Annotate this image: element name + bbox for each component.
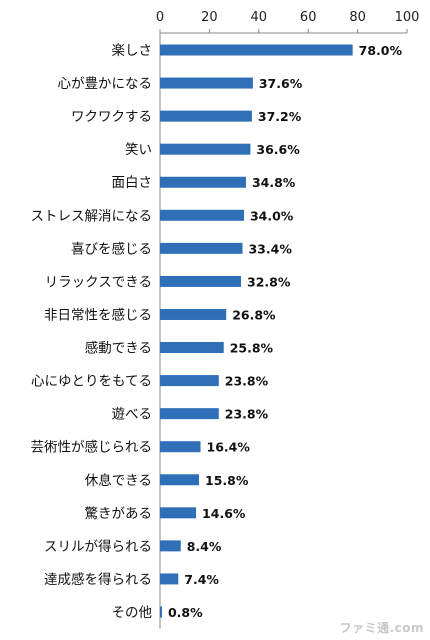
- category-label: スリルが得られる: [44, 538, 152, 555]
- bar: [160, 342, 224, 354]
- category-label: その他: [112, 605, 153, 621]
- x-tick-label: 100: [395, 10, 420, 25]
- data-label: 34.0%: [250, 208, 294, 223]
- x-tick-label: 40: [251, 10, 268, 25]
- category-label: 休息できる: [85, 472, 152, 489]
- category-label: 非日常性を感じる: [44, 306, 152, 323]
- category-label: ストレス解消になる: [31, 208, 153, 224]
- category-label: 驚きがある: [85, 505, 153, 522]
- bar: [160, 573, 179, 585]
- category-label: 喜びを感じる: [71, 240, 152, 257]
- data-label: 36.6%: [256, 142, 300, 157]
- bar: [160, 77, 253, 89]
- data-label: 23.8%: [225, 374, 269, 389]
- bar: [160, 474, 200, 486]
- bar: [160, 44, 353, 56]
- data-label: 0.8%: [168, 605, 203, 620]
- bar: [160, 110, 252, 122]
- bar: [160, 507, 197, 519]
- watermark-logo: ファミ通.com: [339, 621, 424, 635]
- x-tick-label: 20: [201, 10, 218, 25]
- data-label: 25.8%: [230, 341, 274, 356]
- category-label: 心にゆとりをもてる: [31, 374, 152, 390]
- category-label: 遊べる: [112, 407, 153, 423]
- bar: [160, 209, 244, 221]
- data-label: 8.4%: [187, 539, 222, 554]
- category-label: 楽しさ: [112, 43, 153, 59]
- data-label: 15.8%: [205, 473, 249, 488]
- bar: [160, 606, 162, 618]
- bar: [160, 176, 246, 188]
- data-label: 7.4%: [184, 572, 219, 587]
- category-label: 達成感を得られる: [44, 571, 152, 588]
- bar: [160, 408, 219, 420]
- bar: [160, 308, 227, 320]
- data-label: 37.6%: [259, 76, 303, 91]
- data-label: 78.0%: [359, 43, 403, 58]
- bar: [160, 242, 243, 254]
- x-tick-label: 60: [300, 10, 317, 25]
- category-label: 芸術性が感じられる: [31, 439, 153, 456]
- data-label: 14.6%: [202, 506, 246, 521]
- data-label: 37.2%: [258, 109, 302, 124]
- bar: [160, 441, 201, 453]
- bar: [160, 143, 251, 155]
- data-label: 32.8%: [247, 274, 291, 289]
- category-label: 心が豊かになる: [58, 76, 153, 92]
- data-label: 34.8%: [252, 175, 296, 190]
- x-tick-label: 0: [156, 10, 164, 25]
- data-label: 26.8%: [232, 307, 276, 322]
- category-label: 感動できる: [85, 340, 152, 357]
- data-label: 33.4%: [248, 241, 292, 256]
- data-label: 16.4%: [207, 440, 251, 455]
- category-label: 面白さ: [112, 175, 153, 191]
- bar: [160, 375, 219, 387]
- data-label: 23.8%: [225, 407, 269, 422]
- x-tick-label: 80: [349, 10, 366, 25]
- category-label: 笑い: [125, 142, 152, 158]
- bar: [160, 540, 181, 552]
- category-label: ワクワクする: [71, 109, 152, 125]
- bar: [160, 275, 242, 287]
- category-label: リラックスできる: [45, 274, 152, 290]
